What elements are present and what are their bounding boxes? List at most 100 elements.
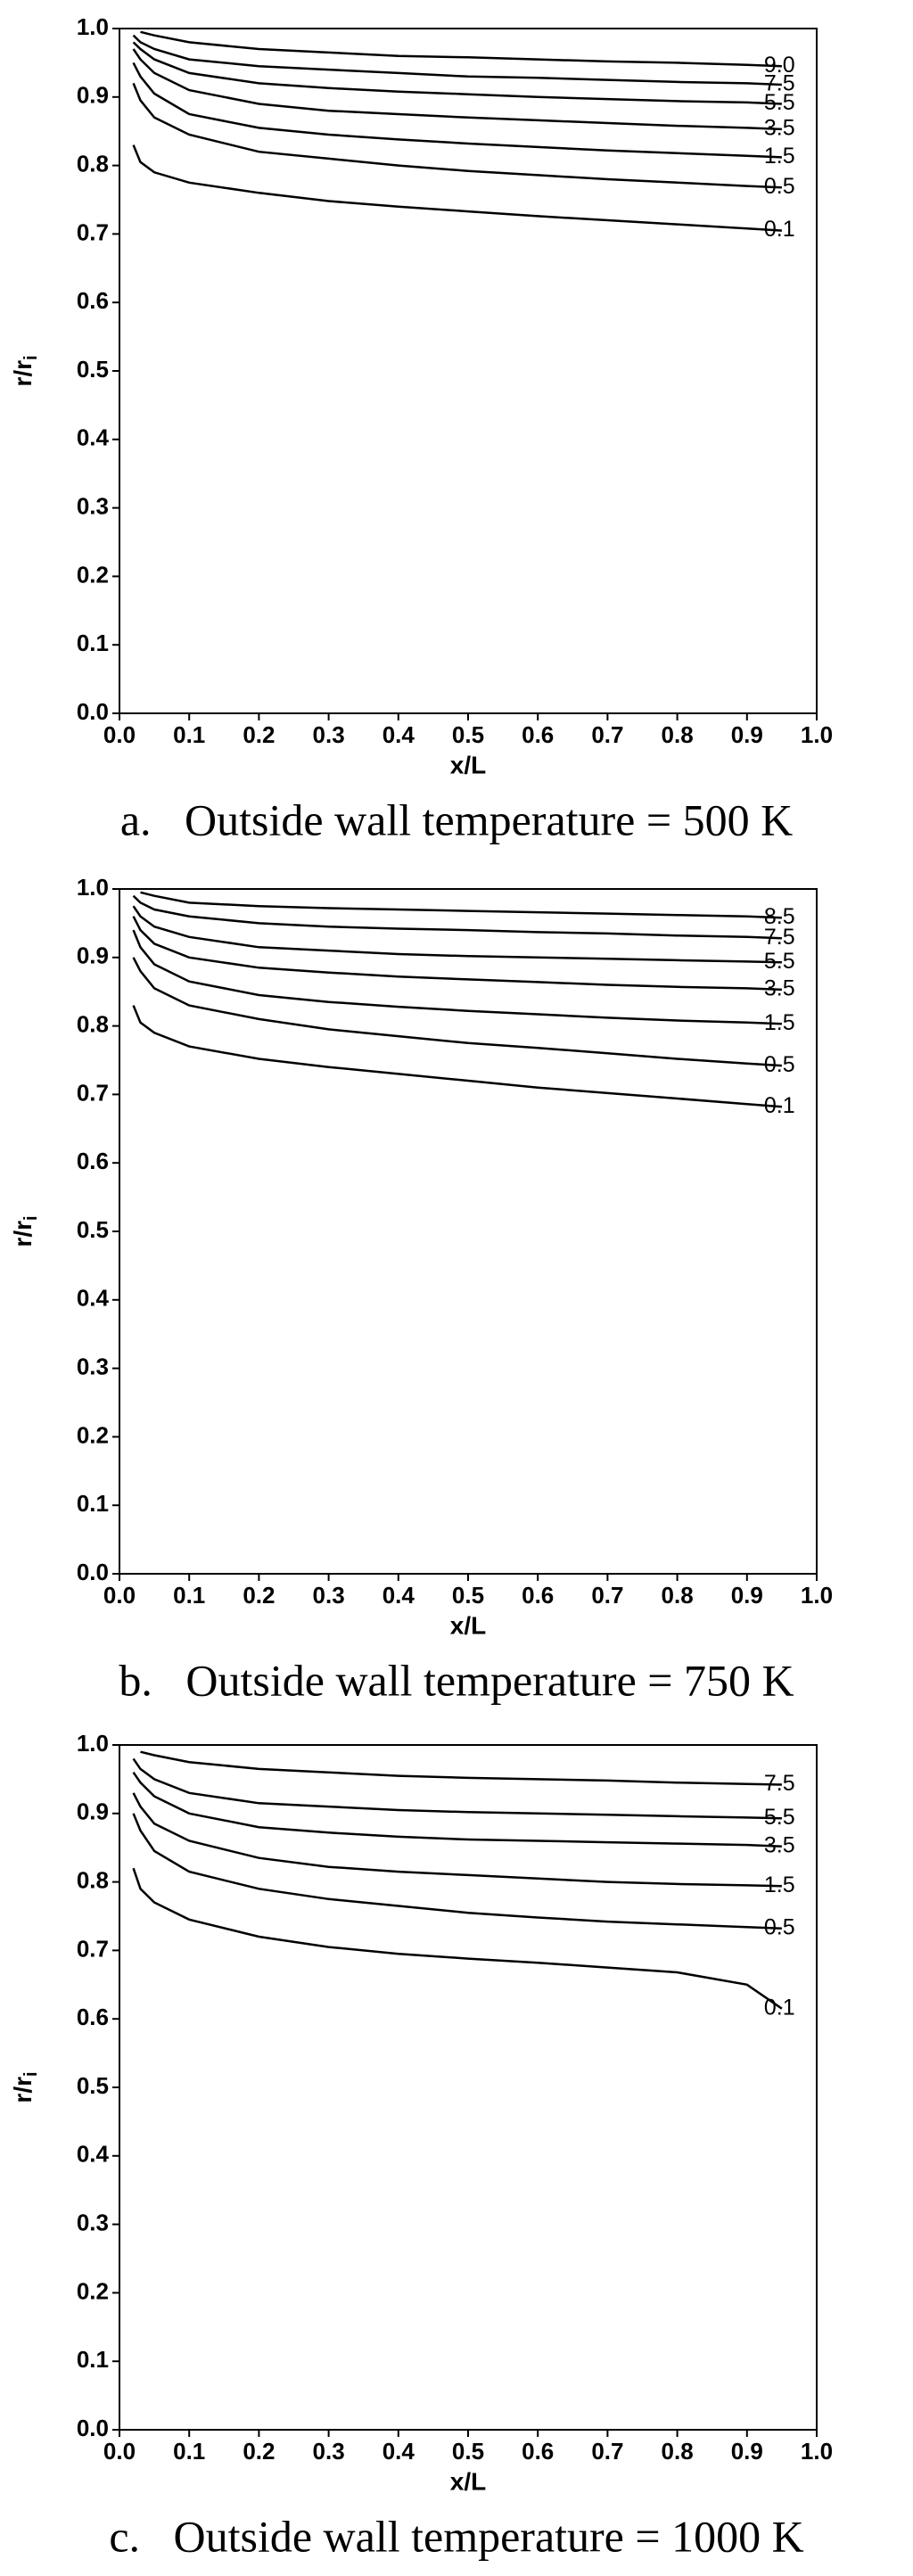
chart-panel: 0.0 0.1 0.2 0.3 0.4 0.5 0.6 0.7 0.8 0.9 1.0 0.0 0.1 0… [9, 874, 833, 1706]
y-tick-label: 0.6 [77, 287, 109, 314]
contour-label: 7.5 [764, 925, 795, 950]
contour-line [132, 41, 782, 105]
x-tick-label: 0.6 [522, 1582, 554, 1609]
x-tick-label: 0.6 [522, 721, 554, 748]
x-tick-label: 0.7 [591, 1582, 623, 1609]
y-axis-label-subscript: i [21, 355, 41, 360]
contour-line [140, 891, 782, 919]
y-tick-label: 0.5 [77, 1216, 109, 1243]
contour-line [132, 1867, 783, 2010]
y-tick-label: 0.7 [77, 1935, 109, 1962]
x-tick-label: 0.7 [591, 2438, 623, 2465]
x-tick-label: 0.4 [382, 1582, 415, 1609]
x-axis-label: x/L [450, 1611, 486, 1639]
plot-frame [119, 28, 818, 714]
y-tick-label: 1.0 [77, 874, 109, 901]
y-tick-label: 0.9 [77, 1798, 109, 1825]
x-tick-label: 0.3 [313, 721, 345, 748]
contour-line [140, 30, 782, 68]
x-tick-label: 0.6 [522, 2438, 554, 2465]
x-tick-label: 0.1 [173, 1582, 205, 1609]
x-tick-label: 0.3 [313, 2438, 345, 2465]
y-tick-label: 0.3 [77, 492, 109, 519]
x-tick-label: 0.8 [662, 721, 694, 748]
y-tick-label: 0.5 [77, 2072, 109, 2099]
x-tick-label: 0.3 [313, 1582, 345, 1609]
y-tick-label: 0.7 [77, 218, 109, 245]
y-tick-label: 0.9 [77, 942, 109, 969]
y-tick-label: 0.5 [77, 356, 109, 383]
x-tick-label: 0.0 [103, 721, 136, 748]
y-tick-label: 0.0 [77, 2415, 109, 2441]
x-tick-label: 0.2 [243, 2438, 275, 2465]
caption: a. Outside wall temperature = 500 K [120, 794, 793, 844]
y-tick-label: 0.4 [77, 1285, 110, 1312]
x-tick-label: 0.5 [452, 721, 484, 748]
y-tick-label: 0.1 [77, 1490, 109, 1517]
y-tick-label: 0.4 [77, 424, 110, 451]
x-tick-label: 1.0 [801, 2438, 833, 2465]
x-tick-label: 1.0 [801, 1582, 833, 1609]
contour-label: 8.5 [764, 904, 795, 929]
y-tick-label: 0.3 [77, 2209, 109, 2235]
contour-line [132, 1771, 782, 1848]
y-axis-label: r/ri [9, 355, 41, 386]
y-tick-label: 0.9 [77, 82, 109, 109]
contour-line [132, 34, 782, 86]
y-tick-label: 1.0 [77, 13, 109, 40]
plot-frame [119, 1744, 818, 2431]
contour-label: 3.5 [764, 116, 795, 141]
contour-line [132, 1757, 782, 1820]
x-tick-label: 0.8 [662, 1582, 694, 1609]
x-tick-label: 0.5 [452, 1582, 484, 1609]
contour-label: 1.5 [764, 144, 795, 169]
y-axis-label-subscript: i [21, 1215, 41, 1221]
y-tick-label: 0.8 [77, 1866, 109, 1893]
y-tick-label: 0.8 [77, 1010, 109, 1037]
contour-line [140, 1750, 782, 1786]
x-tick-label: 0.1 [173, 2438, 205, 2465]
contour-label: 7.5 [764, 71, 795, 96]
y-tick-label: 0.2 [77, 1421, 109, 1448]
y-axis-label-main: r/r [9, 360, 37, 387]
contour-line [132, 48, 782, 131]
x-tick-label: 0.4 [382, 2438, 415, 2465]
contour-label: 5.5 [764, 1805, 795, 1830]
chart-panel: 0.0 0.1 0.2 0.3 0.4 0.5 0.6 0.7 0.8 0.9 1.0 0.0 0.1 0… [9, 1730, 833, 2562]
y-tick-label: 0.8 [77, 150, 109, 177]
contour-line [132, 1813, 782, 1930]
contour-label: 0.1 [764, 217, 795, 242]
contour-line [132, 1005, 782, 1108]
contour-line [132, 62, 782, 159]
x-tick-label: 0.7 [591, 721, 623, 748]
contour-line [132, 144, 782, 232]
x-tick-label: 0.9 [731, 2438, 763, 2465]
contour-label: 0.5 [764, 174, 795, 199]
y-tick-label: 0.0 [77, 698, 109, 725]
y-tick-label: 1.0 [77, 1730, 109, 1757]
contour-label: 0.1 [764, 1093, 795, 1118]
x-tick-label: 0.8 [662, 2438, 694, 2465]
contour-line [132, 82, 782, 189]
contour-label: 5.5 [764, 949, 795, 974]
x-tick-label: 0.1 [173, 721, 205, 748]
y-tick-label: 0.6 [77, 2004, 109, 2030]
x-tick-label: 0.4 [382, 721, 415, 748]
contour-label: 3.5 [764, 976, 795, 1001]
contour-line [132, 894, 782, 940]
y-tick-label: 0.1 [77, 630, 109, 656]
x-tick-label: 0.9 [731, 1582, 763, 1609]
y-tick-label: 0.2 [77, 2277, 109, 2304]
y-axis-label-main: r/r [9, 2077, 37, 2103]
y-tick-label: 0.3 [77, 1353, 109, 1379]
y-axis-label: r/ri [9, 2071, 41, 2103]
caption: c. Outside wall temperature = 1000 K [109, 2511, 803, 2561]
contour-label: 1.5 [764, 1010, 795, 1035]
y-tick-label: 0.6 [77, 1148, 109, 1174]
chart-panel: 0.0 0.1 0.2 0.3 0.4 0.5 0.6 0.7 0.8 0.9 1.0 0.0 0.1 0… [9, 13, 833, 845]
x-tick-label: 0.0 [103, 1582, 136, 1609]
contour-label: 3.5 [764, 1832, 795, 1857]
contour-line [132, 929, 782, 1025]
y-axis-label-subscript: i [21, 2071, 41, 2077]
